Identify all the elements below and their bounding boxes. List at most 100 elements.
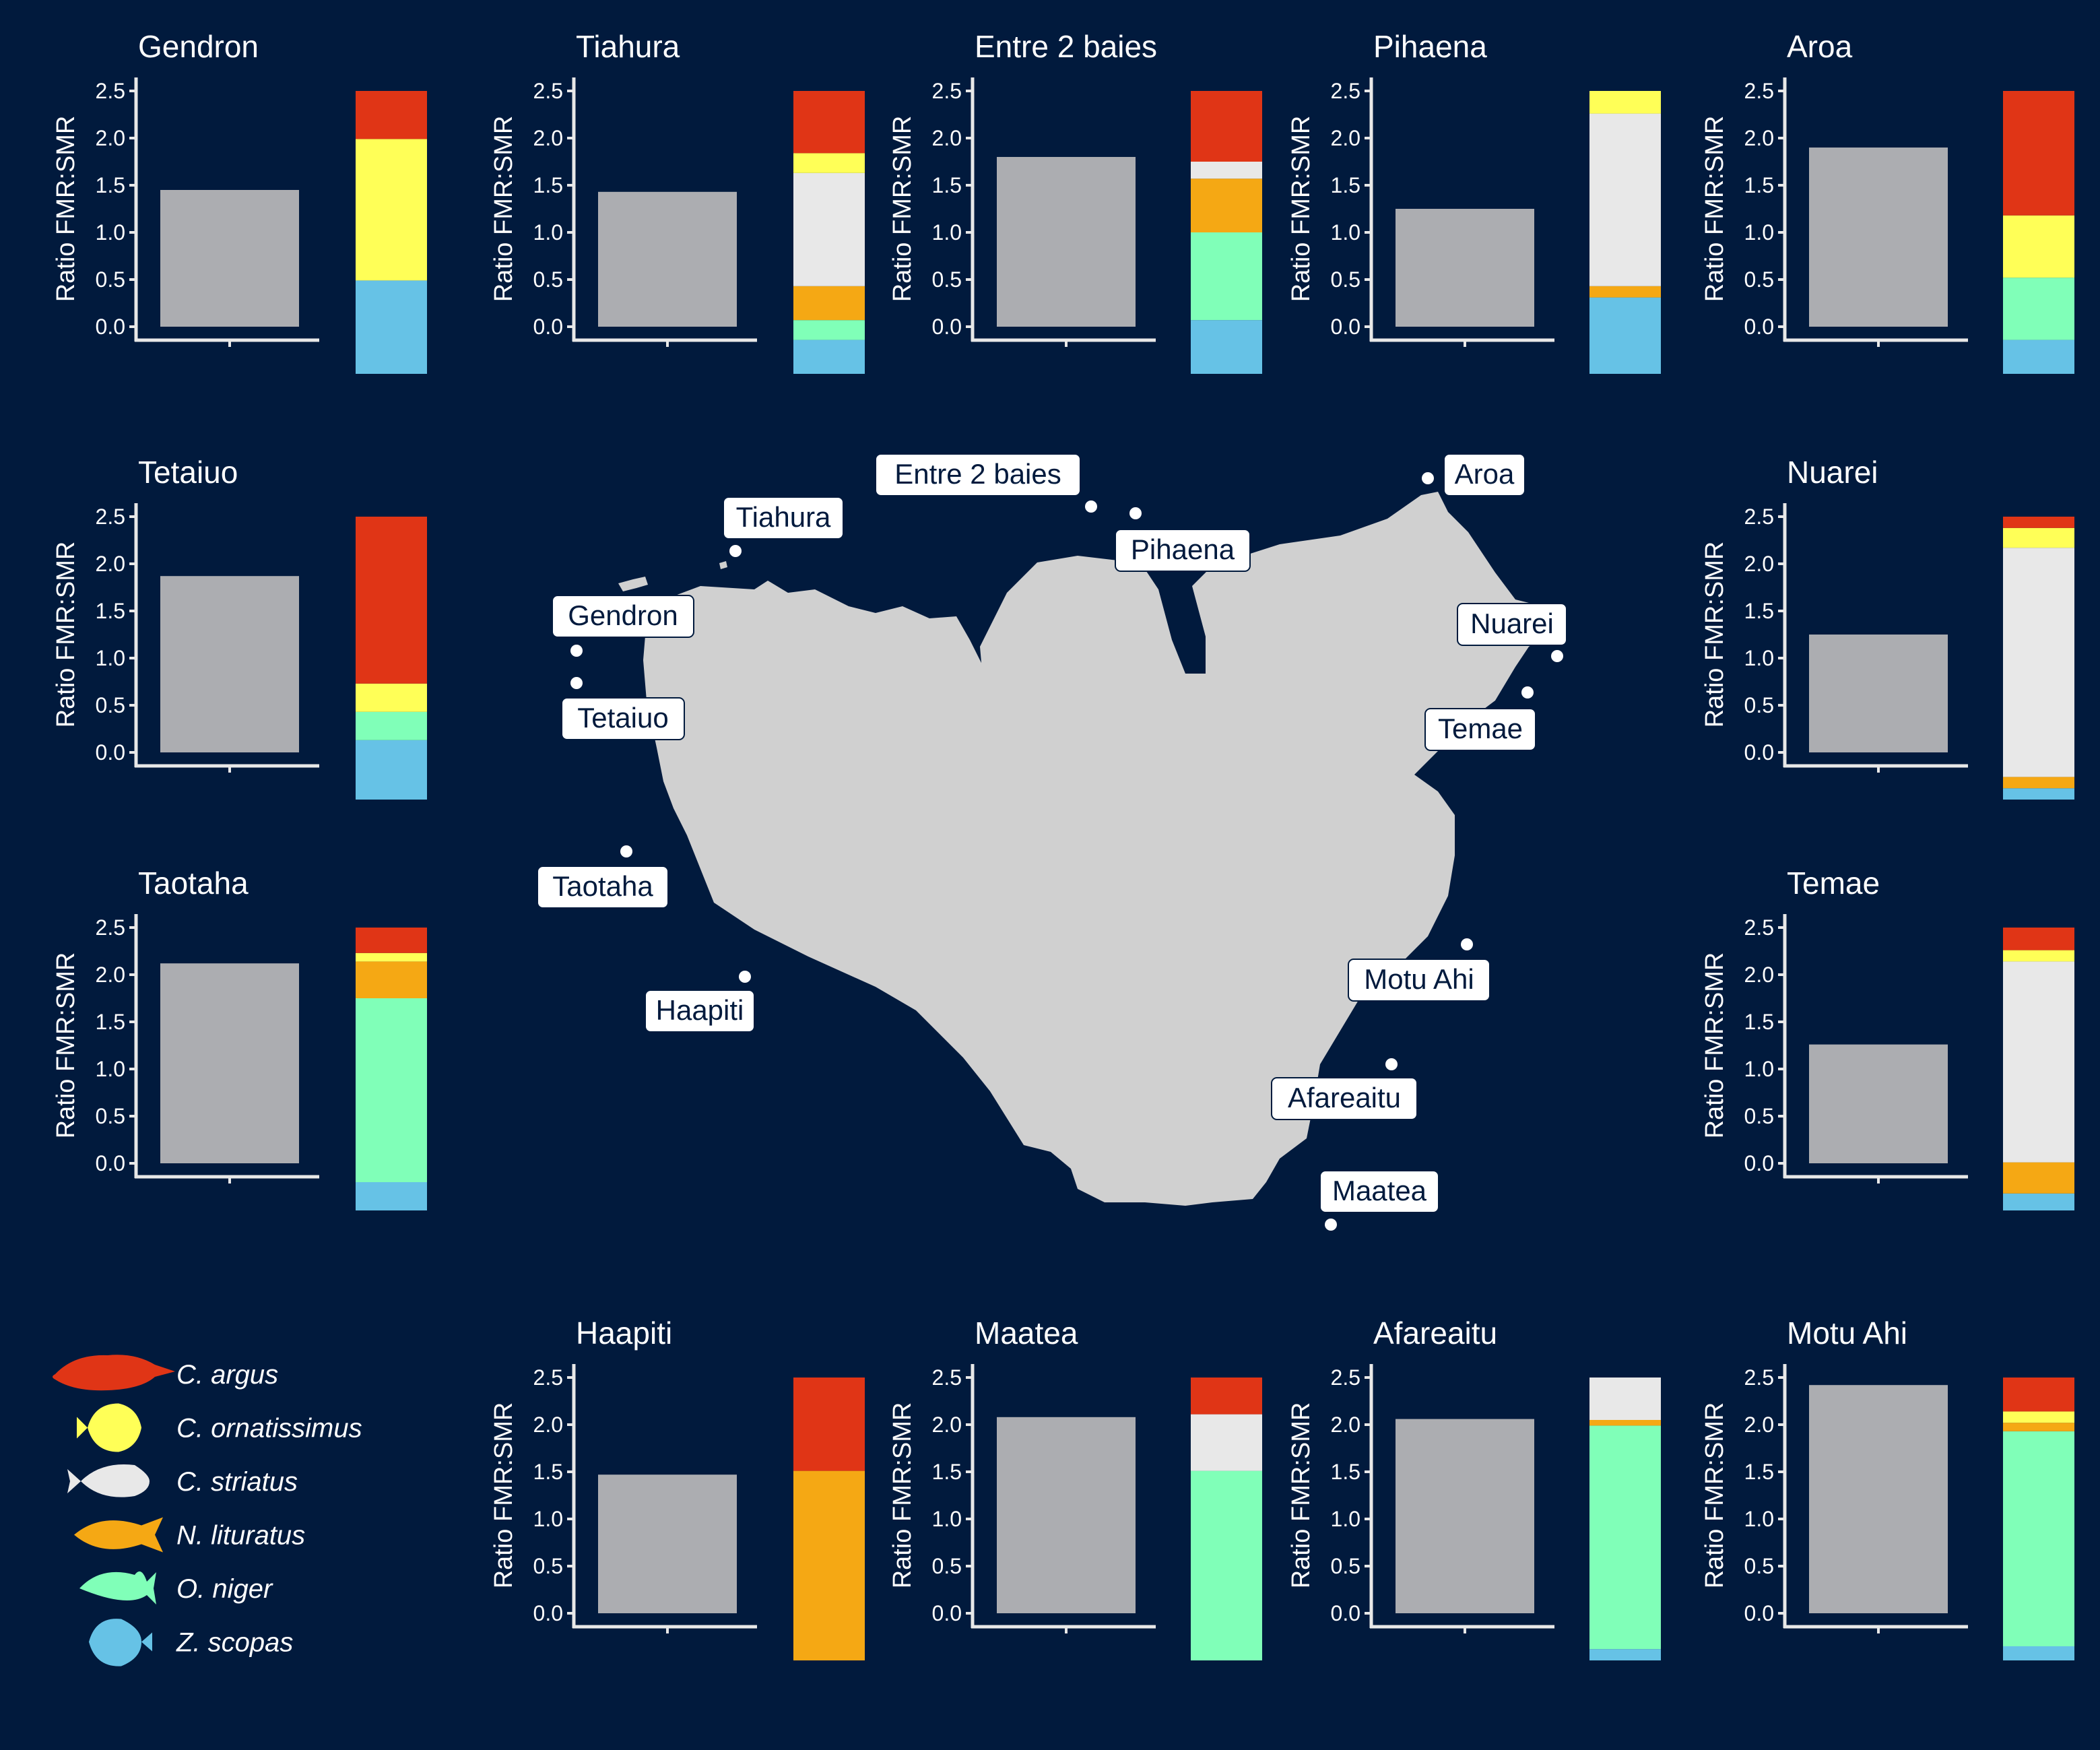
y-tick-label: 0.5 [1744,693,1774,717]
y-tick-label: 2.5 [533,79,563,103]
legend-item-n-lituratus: N. lituratus [74,1517,305,1553]
ratio-bar [1809,148,1948,327]
y-tick-label: 2.0 [96,963,125,987]
panel-title: Tiahura [576,29,680,64]
site-label: Motu Ahi [1364,963,1474,995]
y-tick-label: 1.5 [96,173,125,197]
y-tick-label: 1.0 [932,1507,962,1531]
site-marker-dot [1551,650,1563,662]
map-site-nuarei: Nuarei [1457,603,1567,662]
y-tick-label: 2.5 [533,1365,563,1390]
composition-segment-n-lituratus [793,286,865,321]
site-marker-dot [1461,938,1473,950]
y-tick-label: 0.5 [1744,267,1774,292]
panel-maatea: Maatea Ratio FMR:SMR 0.0 0.5 1.0 1.5 2.0 2.5 [888,1316,1262,1660]
composition-segment-c-ornatissimus [356,952,427,962]
panel-haapiti: Haapiti Ratio FMR:SMR 0.0 0.5 1.0 1.5 2.0 2.5 [490,1316,865,1660]
y-tick-label: 1.5 [1331,173,1360,197]
panel-taotaha: Taotaha Ratio FMR:SMR 0.0 0.5 1.0 1.5 2.0 2.5 [52,866,427,1210]
map-site-motu-ahi: Motu Ahi [1348,938,1490,1002]
site-label: Tetaiuo [577,702,668,734]
y-tick-label: 2.5 [932,1365,962,1390]
map-site-aroa: Aroa [1422,453,1525,496]
y-tick-label: 0.5 [1744,1554,1774,1578]
site-label-box [1348,959,1490,1002]
panel-title: Tetaiuo [138,455,238,490]
composition-segment-n-lituratus [356,961,427,998]
composition-segment-z-scopas [356,1182,427,1210]
y-tick-label: 2.0 [1331,126,1360,150]
panel-temae: Temae Ratio FMR:SMR 0.0 0.5 1.0 1.5 2.0 2.5 [1701,866,2074,1210]
y-axis-label: Ratio FMR:SMR [1701,542,1729,728]
composition-segment-o-niger [356,711,427,740]
site-label: Tiahura [736,501,831,533]
y-tick-label: 0.0 [96,315,125,339]
panel-motu-ahi: Motu Ahi Ratio FMR:SMR 0.0 0.5 1.0 1.5 2.0 2.5 [1701,1316,2074,1660]
y-tick-label: 0.0 [1744,740,1774,765]
composition-segment-o-niger [2003,278,2074,340]
composition-segment-c-striatus [1191,162,1262,179]
y-tick-label: 2.5 [1744,79,1774,103]
y-tick-label: 0.0 [1744,315,1774,339]
site-label-box [645,990,755,1033]
legend-label: O. niger [176,1574,273,1604]
legend-label: C. striatus [176,1467,298,1497]
y-tick-label: 2.5 [1744,915,1774,940]
site-label: Afareaitu [1288,1082,1401,1113]
site-label-box [1115,529,1251,572]
butterflyfish-silhouette-icon [77,1403,141,1452]
islet-tiahura [719,561,727,569]
y-tick-label: 2.5 [1744,505,1774,529]
site-label-box [552,595,694,638]
surgeonfish-silhouette-icon [67,1464,150,1497]
composition-segment-c-argus [356,91,427,139]
composition-segment-c-ornatissimus [2003,527,2074,548]
site-label-box [1271,1077,1418,1120]
ratio-bar [598,191,737,327]
site-marker-dot [1521,686,1534,699]
y-tick-label: 1.0 [1744,1057,1774,1081]
y-tick-label: 1.5 [1331,1460,1360,1484]
site-label-box [1424,708,1536,751]
composition-segment-c-argus [356,928,427,953]
panel-title: Temae [1787,866,1880,901]
composition-segment-c-argus [1191,1378,1262,1415]
composition-segment-o-niger [2003,1431,2074,1646]
site-label-box [1319,1170,1439,1213]
y-axis-label: Ratio FMR:SMR [490,1402,518,1589]
y-tick-label: 0.5 [533,267,563,292]
y-axis-label: Ratio FMR:SMR [1287,116,1315,302]
y-axis-label: Ratio FMR:SMR [888,1402,917,1589]
composition-segment-o-niger [1589,1425,1661,1650]
y-tick-label: 1.0 [1744,220,1774,245]
composition-segment-c-striatus [1589,113,1661,286]
y-tick-label: 2.5 [1331,1365,1360,1390]
tang-silhouette-icon [89,1619,152,1666]
composition-segment-z-scopas [2003,1193,2074,1210]
y-tick-label: 2.5 [96,79,125,103]
panel-aroa: Aroa Ratio FMR:SMR 0.0 0.5 1.0 1.5 2.0 2.5 [1701,29,2074,374]
y-axis-label: Ratio FMR:SMR [490,116,518,302]
map-site-haapiti: Haapiti [645,971,755,1033]
ratio-bar [160,963,299,1163]
y-tick-label: 1.5 [96,599,125,623]
y-tick-label: 1.5 [533,1460,563,1484]
site-marker-dot [739,971,751,983]
composition-segment-o-niger [1191,232,1262,321]
y-tick-label: 2.5 [96,505,125,529]
site-marker-dot [1422,472,1434,484]
y-tick-label: 1.5 [932,173,962,197]
site-label-box [723,496,844,540]
composition-segment-c-striatus [2003,961,2074,1163]
site-marker-dot [1085,500,1097,513]
y-tick-label: 1.5 [1744,1460,1774,1484]
composition-segment-c-argus [793,91,865,154]
y-tick-label: 1.0 [932,220,962,245]
y-tick-label: 1.0 [533,220,563,245]
y-tick-label: 0.0 [932,1601,962,1625]
y-tick-label: 0.5 [533,1554,563,1578]
y-tick-label: 0.5 [96,1104,125,1128]
panel-title: Haapiti [576,1316,672,1351]
y-tick-label: 0.0 [96,740,125,765]
y-axis-label: Ratio FMR:SMR [1701,116,1729,302]
